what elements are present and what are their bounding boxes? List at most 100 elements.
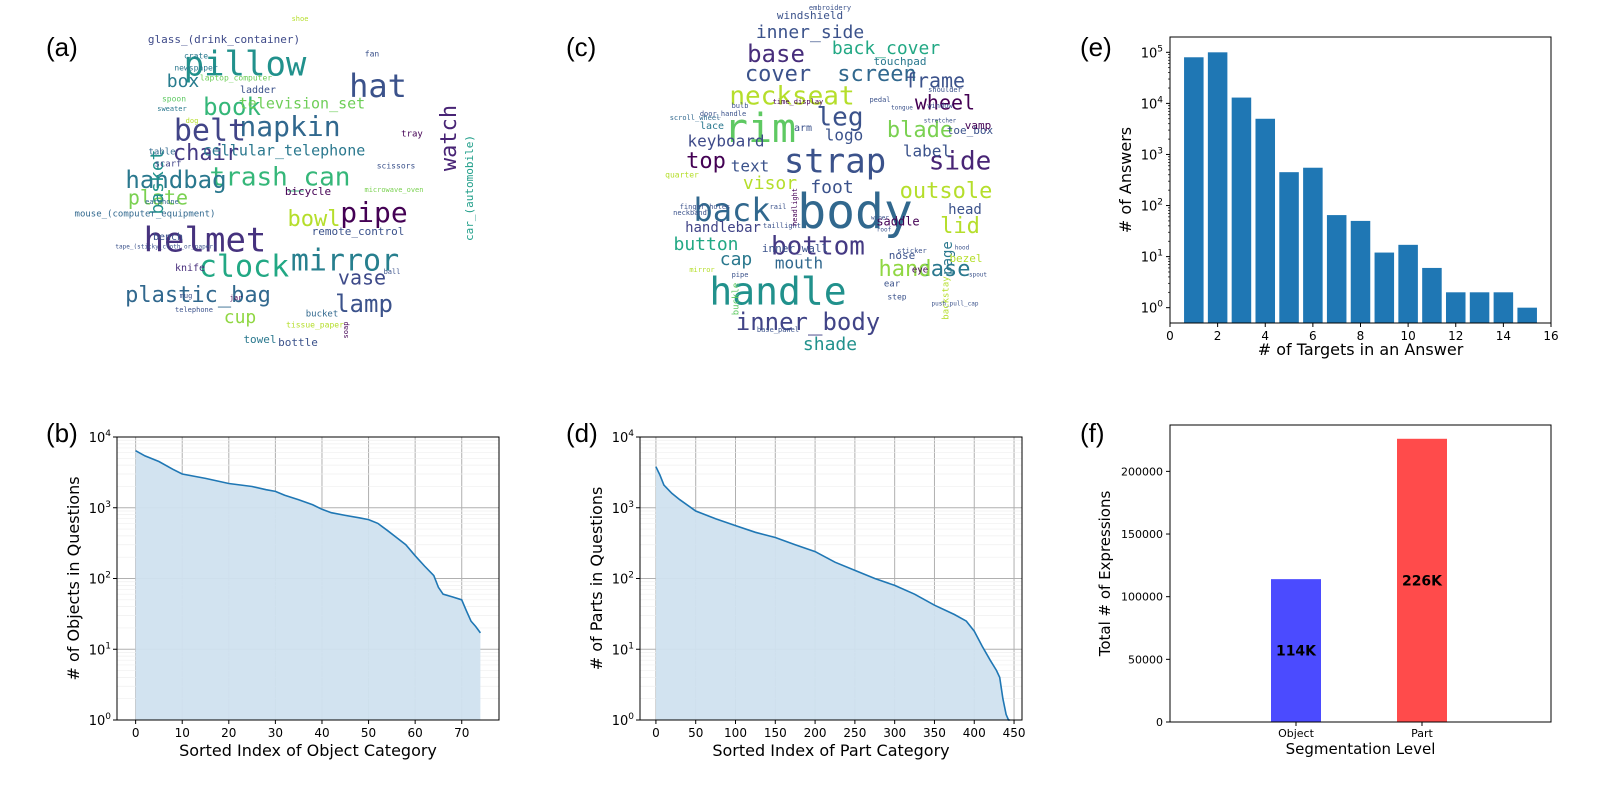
wordcloud_parts-word: back_cover	[832, 38, 941, 59]
wordcloud_parts-word: keyboard	[687, 132, 764, 151]
wordcloud_parts-word: bezel	[949, 252, 982, 265]
wordcloud_parts-word: neckseat	[729, 82, 854, 112]
panel-label-d: (d)	[566, 418, 598, 448]
series-line	[135, 449, 482, 634]
wordcloud_parts-word: inner_wall	[762, 242, 828, 255]
series-area-fill	[135, 450, 481, 720]
y-tick-label: 150000	[1121, 528, 1163, 541]
wordcloud_objects-word: plastic_bag	[125, 283, 271, 308]
wordcloud_objects-word: helmet	[144, 221, 267, 261]
wordcloud_objects-word: tray	[401, 130, 423, 140]
wordcloud_objects-word: tissue_paper	[286, 321, 344, 330]
wordcloud_parts-word: cap	[720, 249, 753, 270]
x-tick-label: 0	[132, 726, 140, 740]
wordcloud_objects-word: table	[148, 148, 175, 158]
wordcloud_parts-word: arm	[794, 123, 812, 134]
wordcloud_objects-word: bowl	[288, 207, 341, 232]
wordcloud_objects-word: mouse_(computer_equipment)	[75, 210, 216, 220]
y-axis-label: Total # of Expressions	[1096, 491, 1114, 658]
bar	[1271, 579, 1321, 722]
wordcloud_parts-word: tongue	[891, 105, 913, 112]
wordcloud_parts-word: step	[887, 293, 906, 302]
wordcloud_objects-word: remote_control	[312, 225, 405, 238]
wordcloud_parts-word: quarter	[665, 171, 699, 180]
wordcloud_parts-word: ear	[884, 280, 901, 290]
wordcloud_parts-word: wheel	[915, 91, 975, 115]
wordcloud_objects-word: bottle	[278, 336, 318, 349]
wordcloud_parts-word: logo	[825, 126, 864, 145]
bar	[1184, 57, 1204, 324]
bar	[1279, 172, 1299, 323]
bar	[1207, 52, 1228, 323]
bar	[1231, 97, 1252, 323]
x-tick-label: 60	[408, 726, 423, 740]
y-axis-label: # of Objects in Questions	[64, 476, 83, 680]
wordcloud_parts-word: touchpad	[874, 55, 927, 68]
wordcloud_objects-word: chair	[173, 141, 239, 166]
wordcloud_objects-word: clock	[199, 250, 289, 285]
x-tick-label: 150	[764, 726, 787, 740]
wordcloud_parts-word: toe_box	[947, 124, 994, 137]
y-tick-label: 101	[1141, 249, 1163, 266]
wordcloud_objects-word: scissors	[377, 162, 416, 171]
wordcloud_objects-word: vase	[338, 266, 386, 290]
wordcloud_objects-word: television_set	[239, 95, 365, 113]
x-tick-label: 6	[1309, 329, 1317, 343]
y-tick-label: 50000	[1128, 653, 1163, 666]
wordcloud_objects-word: cup	[224, 307, 257, 328]
x-tick-label: 4	[1261, 329, 1269, 343]
x-tick-label: 0	[1166, 329, 1174, 343]
wordcloud_objects-word: shoe	[292, 15, 309, 23]
wordcloud_parts-word: neckband	[673, 209, 707, 217]
wordcloud_parts-word: pipe	[732, 271, 749, 279]
wordcloud_parts-word: roof	[877, 227, 892, 234]
x-tick-label: 10	[1400, 329, 1415, 343]
x-tick-label: 8	[1357, 329, 1365, 343]
bar	[1326, 215, 1347, 323]
wordcloud_objects-word: spoon	[162, 95, 186, 104]
wordcloud_parts-word: eye	[912, 266, 928, 276]
wordcloud_objects-word: dog	[186, 117, 199, 125]
wordcloud_parts-word: mirror	[689, 266, 714, 274]
wordcloud_objects-word: soap	[342, 322, 350, 339]
wordcloud_objects-word: jar	[230, 294, 243, 302]
wordcloud_objects-word: belt	[174, 114, 246, 149]
y-tick-label: 104	[612, 429, 635, 446]
wordcloud_objects-word: handbag	[125, 166, 226, 194]
axes-frame	[1169, 424, 1552, 723]
y-tick-label: 103	[612, 500, 634, 517]
x-tick-label: 12	[1448, 329, 1463, 343]
wordcloud_parts-word: label	[903, 142, 951, 161]
x-axis-label: # of Targets in an Answer	[1258, 340, 1464, 359]
wordcloud_objects-word: knife	[175, 263, 205, 274]
bar-data-label: 226K	[1402, 573, 1443, 589]
panel-label-f: (f)	[1080, 418, 1105, 448]
wordcloud_parts-word: rail	[770, 203, 787, 211]
wordcloud_parts-word: head	[948, 202, 982, 218]
wordcloud_parts-word: sticker	[897, 247, 927, 255]
bar	[1469, 292, 1490, 323]
x-tick-label: 350	[923, 726, 946, 740]
wordcloud_objects-word: crate	[184, 52, 208, 61]
wordcloud_parts-word: shoulder	[928, 86, 962, 94]
wordcloud_objects-word: laptop_computer	[200, 74, 272, 83]
bar	[1303, 167, 1323, 323]
wordcloud_parts-word: base_panel	[757, 326, 799, 334]
wordcloud_parts-word: screen	[837, 62, 916, 87]
x-tick-label: 14	[1496, 329, 1511, 343]
panel-label-e: (e)	[1080, 32, 1112, 62]
wordcloud_parts-word: spout	[969, 272, 987, 279]
wordcloud_objects-word: scarf	[154, 160, 181, 170]
x-tick-label: 0	[652, 726, 660, 740]
wordcloud_parts-word: push_pull_cap	[932, 301, 979, 308]
wordcloud_parts-word: blade	[887, 118, 953, 143]
wordcloud_objects-word: trash_can	[210, 163, 351, 193]
wordcloud_parts-word: visor	[743, 173, 797, 194]
y-tick-label: 0	[1156, 716, 1163, 729]
x-tick-label: Object	[1278, 727, 1315, 740]
wordcloud_objects-word: tape_(sticky_cloth_or_paper)	[115, 244, 216, 251]
wordcloud_parts-word: wiper	[871, 215, 889, 222]
bar	[1422, 267, 1442, 323]
y-tick-label: 200000	[1121, 465, 1163, 478]
